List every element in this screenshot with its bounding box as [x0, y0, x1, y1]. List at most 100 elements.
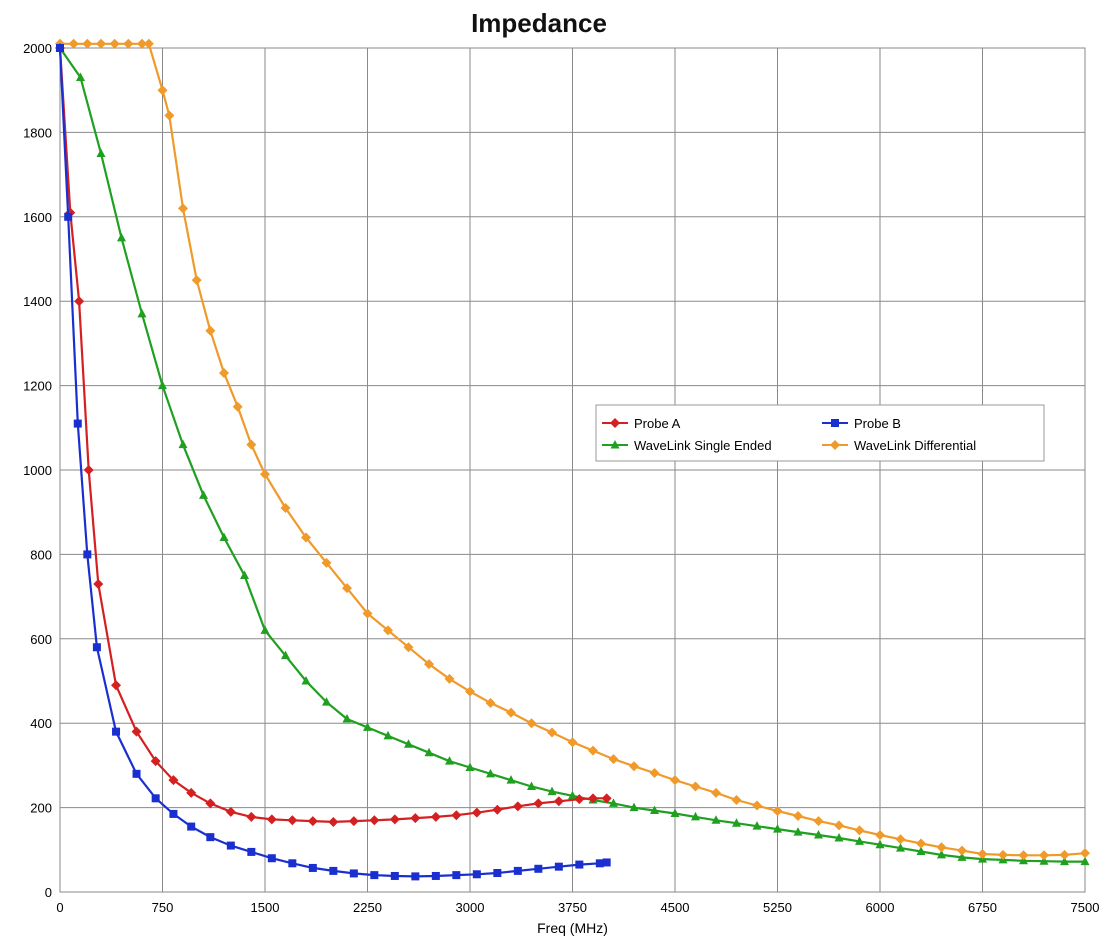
data-point-wavelink-single-ended [773, 824, 782, 833]
data-point-wavelink-single-ended [1039, 856, 1049, 865]
data-point-wavelink-single-ended [896, 843, 905, 852]
data-point-probe-a [492, 804, 503, 815]
data-point-wavelink-differential [280, 502, 291, 513]
data-point-probe-b [349, 869, 358, 878]
data-point-wavelink-differential [178, 203, 188, 214]
data-point-wavelink-single-ended [793, 827, 803, 836]
data-point-probe-b [226, 841, 235, 850]
x-tick-label: 3750 [558, 900, 587, 915]
data-point-wavelink-differential [588, 745, 598, 756]
data-point-wavelink-differential [649, 767, 660, 778]
legend-item-wavelink-differential: WaveLink Differential [822, 438, 976, 453]
data-point-wavelink-differential [246, 439, 257, 450]
data-point-wavelink-single-ended [1060, 856, 1069, 866]
legend-item-probe-b: Probe B [822, 416, 901, 431]
data-point-wavelink-differential [137, 38, 147, 49]
data-point-probe-a [348, 816, 359, 827]
data-point-wavelink-single-ended [240, 570, 249, 579]
data-point-wavelink-single-ended [199, 490, 208, 499]
data-point-wavelink-differential [998, 849, 1008, 860]
legend-swatch-marker [610, 418, 620, 428]
data-point-wavelink-differential [936, 842, 947, 853]
data-point-wavelink-differential [670, 775, 680, 786]
data-point-probe-b [370, 871, 379, 880]
data-point-wavelink-differential [506, 707, 516, 718]
data-point-wavelink-single-ended [260, 625, 270, 634]
grid [59, 47, 1086, 893]
data-point-probe-a [512, 801, 523, 812]
y-tick-label: 1800 [23, 125, 52, 140]
data-point-probe-b [595, 859, 604, 868]
data-point-wavelink-single-ended [568, 790, 577, 800]
data-point-wavelink-differential [752, 800, 762, 811]
series-wavelink-single-ended [55, 43, 1090, 866]
data-point-wavelink-single-ended [178, 439, 188, 449]
axes: 0 750 1500 2250 3000 3750 4500 5250 6000 6750 7500… [23, 41, 1099, 936]
data-point-wavelink-differential [547, 727, 557, 738]
data-point-wavelink-single-ended [158, 380, 167, 390]
data-point-wavelink-differential [82, 38, 93, 49]
data-point-wavelink-differential [96, 38, 106, 49]
data-point-probe-b [575, 860, 584, 869]
data-point-wavelink-differential [123, 38, 134, 49]
data-point-probe-a [246, 811, 257, 822]
data-point-probe-a [601, 793, 612, 804]
data-point-wavelink-single-ended [445, 756, 454, 765]
legend-label: WaveLink Differential [854, 438, 976, 453]
data-point-wavelink-differential [834, 820, 844, 831]
data-point-wavelink-single-ended [96, 148, 106, 157]
data-point-wavelink-differential [854, 825, 865, 836]
data-point-probe-b [83, 550, 92, 559]
data-point-probe-b [329, 866, 338, 875]
data-point-wavelink-single-ended [322, 697, 331, 706]
data-point-wavelink-single-ended [834, 832, 844, 842]
legend-swatch-marker [610, 440, 620, 449]
data-point-probe-b [513, 866, 522, 875]
data-point-probe-a [205, 798, 216, 809]
data-point-wavelink-differential [260, 469, 270, 480]
y-tick-label: 600 [30, 632, 52, 647]
data-point-wavelink-differential [232, 401, 243, 412]
data-point-probe-a [131, 726, 142, 737]
data-point-probe-b [64, 212, 73, 221]
data-point-wavelink-differential [977, 849, 988, 860]
data-point-probe-b [169, 809, 178, 818]
data-point-wavelink-differential [1059, 849, 1070, 860]
data-point-wavelink-single-ended [424, 747, 434, 757]
legend-box [595, 404, 1045, 462]
y-tick-label: 200 [30, 801, 52, 816]
data-point-wavelink-differential [711, 787, 721, 798]
legend: Probe A Probe B WaveLink Single Ended WaveL… [595, 404, 1045, 462]
data-point-wavelink-differential [772, 805, 783, 816]
data-point-probe-b [187, 822, 196, 831]
data-point-wavelink-single-ended [281, 650, 290, 660]
data-point-wavelink-differential [895, 834, 906, 845]
data-point-wavelink-differential [1039, 850, 1049, 861]
data-point-wavelink-single-ended [137, 308, 147, 318]
data-point-wavelink-differential [526, 718, 537, 729]
x-tick-label: 2250 [353, 900, 382, 915]
data-point-wavelink-single-ended [76, 72, 85, 82]
data-point-wavelink-single-ended [404, 739, 413, 748]
x-tick-label: 4500 [661, 900, 690, 915]
data-point-probe-a [266, 814, 277, 825]
data-point-probe-b [73, 419, 82, 428]
data-point-wavelink-single-ended [363, 722, 372, 731]
data-point-wavelink-single-ended [547, 786, 557, 796]
data-point-wavelink-differential [1080, 848, 1090, 859]
data-point-wavelink-differential [731, 795, 742, 806]
data-point-wavelink-differential [68, 38, 79, 49]
data-point-probe-a [588, 793, 598, 804]
y-tick-label: 0 [45, 885, 52, 900]
legend-item-wavelink-single-ended: WaveLink Single Ended [602, 438, 772, 453]
data-point-probe-a [471, 807, 482, 818]
y-tick-label: 2000 [23, 41, 52, 56]
data-point-wavelink-differential [485, 697, 496, 708]
y-tick-label: 1000 [23, 463, 52, 478]
data-point-probe-a [328, 816, 339, 827]
data-point-probe-b [602, 858, 611, 867]
data-point-wavelink-single-ended [957, 852, 967, 861]
y-tick-label: 400 [30, 716, 52, 731]
data-point-wavelink-differential [301, 532, 311, 543]
